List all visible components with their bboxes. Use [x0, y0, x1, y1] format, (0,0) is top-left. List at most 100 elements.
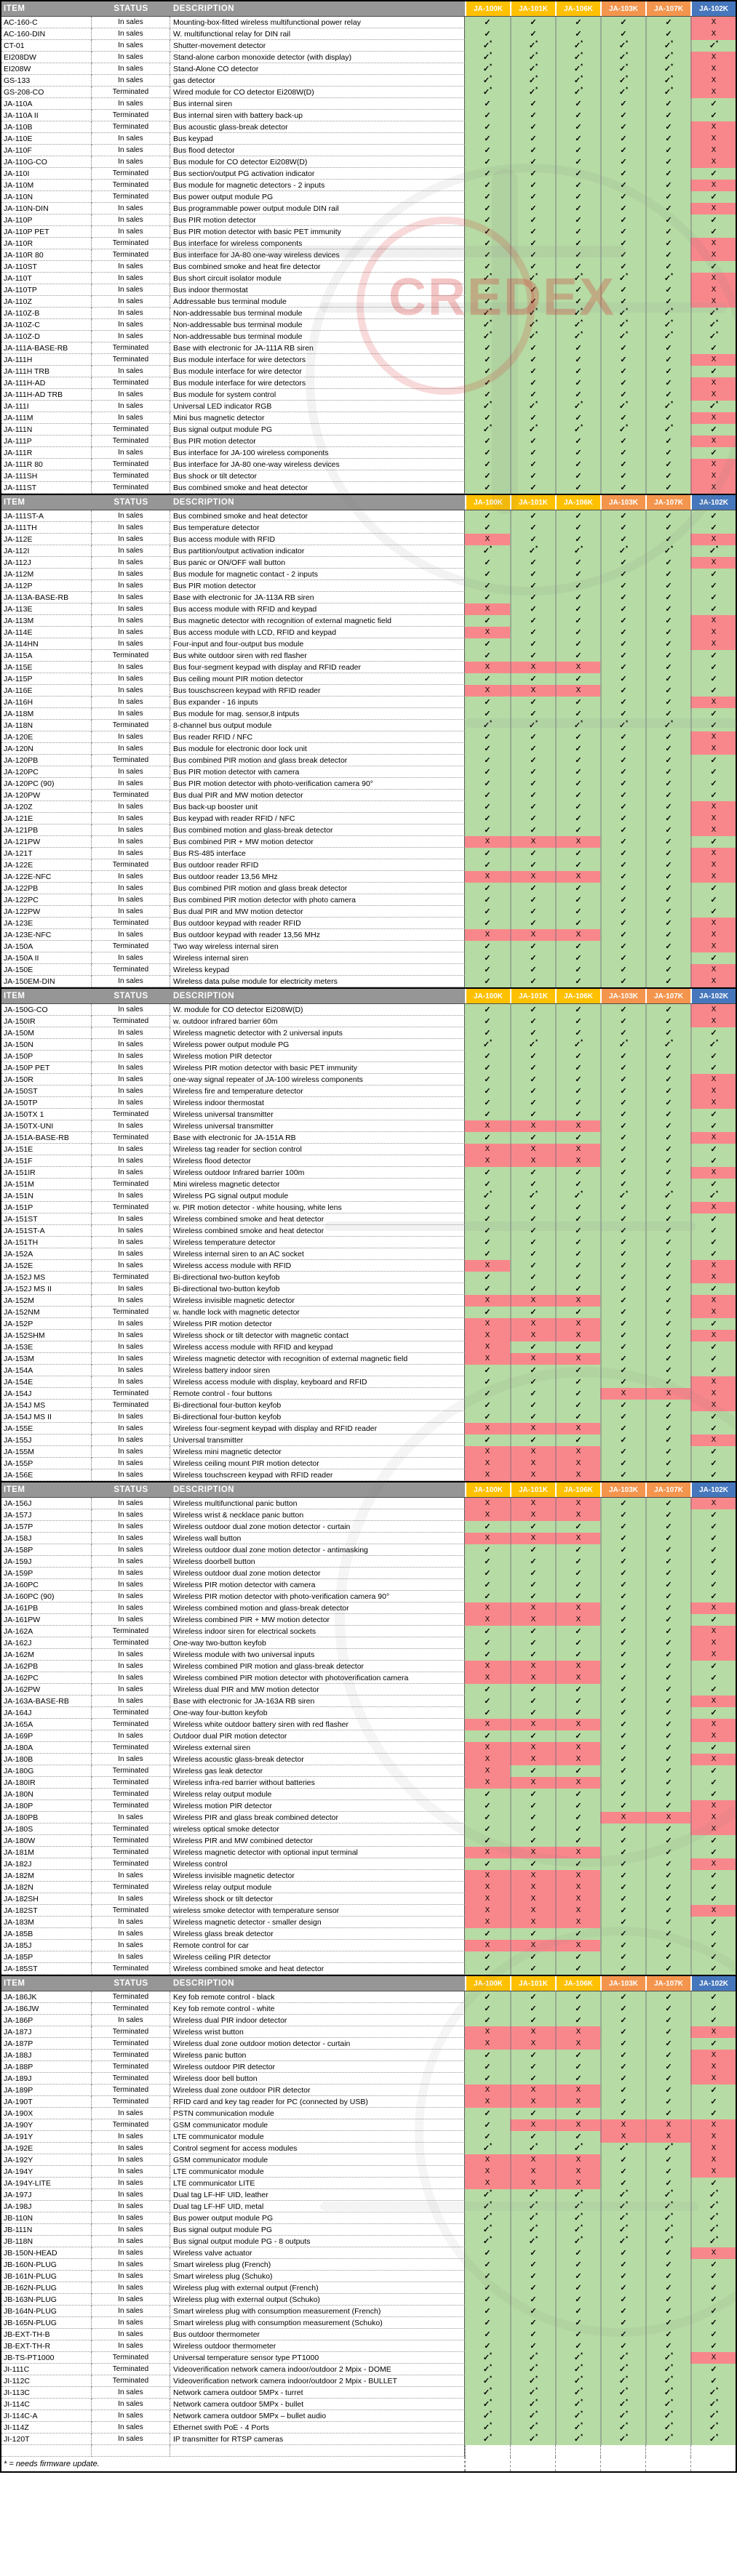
compat-cell: ✓ — [465, 2119, 510, 2131]
compat-cell: ✓ — [600, 2108, 645, 2119]
description-cell: Non-addressable bus terminal module — [170, 331, 465, 342]
status-cell: Terminated — [92, 110, 170, 121]
compat-cell: ✓ — [465, 1568, 510, 1579]
check-mark: ✓ — [665, 1179, 672, 1189]
compat-cell: ✓ — [690, 1411, 736, 1423]
compat-cell: ✓ — [600, 1051, 645, 1062]
status-cell: In sales — [92, 1556, 170, 1568]
compat-cell: ✓* — [510, 401, 555, 412]
check-mark: ✓ — [530, 627, 537, 637]
check-mark: ✓ — [665, 262, 672, 271]
table-row: JA-150P In sales Wireless motion PIR detec… — [1, 1051, 736, 1062]
x-mark: X — [485, 2156, 490, 2164]
x-mark: X — [530, 2156, 536, 2164]
compat-cell: ✓ — [465, 191, 510, 203]
compat-cell: ✓ — [645, 180, 690, 191]
check-mark: ✓ — [710, 2271, 717, 2281]
check-mark: ✓ — [575, 1307, 582, 1317]
kit-column-header: JA-100K — [465, 1482, 510, 1497]
compat-cell: X — [510, 2154, 555, 2166]
check-mark: ✓ — [665, 2295, 672, 2304]
status-cell: Terminated — [92, 354, 170, 366]
check-mark: ✓ — [575, 627, 582, 637]
compat-cell: ✓ — [645, 1167, 690, 1179]
compat-cell: ✓ — [555, 1835, 600, 1847]
x-mark: X — [530, 2167, 536, 2175]
check-mark: ✓ — [665, 1731, 672, 1741]
compat-cell: ✓ — [645, 459, 690, 470]
check-mark: ✓ — [665, 471, 672, 481]
status-cell: Terminated — [92, 1847, 170, 1858]
table-row: JA-151P Terminated w. PIR motion detector … — [1, 1202, 736, 1213]
item-cell: JA-190X — [1, 2108, 92, 2119]
compat-cell: ✓* — [555, 401, 600, 412]
compat-cell: X — [555, 1940, 600, 1951]
check-mark: ✓ — [665, 895, 672, 904]
status-cell: In sales — [92, 615, 170, 627]
table-row: JA-111TH In sales Bus temperature detector… — [1, 522, 736, 534]
check-mark: ✓ — [484, 976, 491, 986]
compat-cell: ✓* — [600, 2201, 645, 2212]
check-asterisk-mark: ✓* — [618, 319, 629, 329]
check-mark: ✓ — [530, 1801, 537, 1810]
item-cell: JA-156J — [1, 1498, 92, 1509]
status-cell: In sales — [92, 813, 170, 824]
compat-cell: ✓ — [600, 1521, 645, 1533]
status-cell: In sales — [92, 1696, 170, 1707]
compat-cell: ✓ — [600, 133, 645, 145]
check-mark: ✓ — [530, 709, 537, 718]
x-mark: X — [711, 803, 717, 811]
x-mark: X — [711, 65, 717, 73]
check-mark: ✓ — [620, 1098, 627, 1107]
compat-cell: ✓ — [510, 906, 555, 918]
check-mark: ✓ — [575, 1789, 582, 1799]
compat-cell: ✓* — [690, 319, 736, 331]
status-cell: In sales — [92, 731, 170, 743]
compat-cell: ✓ — [600, 1179, 645, 1190]
check-mark: ✓ — [710, 709, 717, 718]
check-mark: ✓ — [530, 1592, 537, 1601]
compat-cell: ✓ — [690, 447, 736, 459]
check-asterisk-mark: ✓* — [528, 2352, 538, 2362]
compat-cell: ✓ — [555, 976, 600, 987]
compat-cell: X — [555, 685, 600, 697]
table-row: JA-110Z-B In sales Non-addressable bus ter… — [1, 308, 736, 319]
compat-cell: ✓ — [645, 1544, 690, 1556]
compat-cell: ✓* — [600, 2399, 645, 2410]
check-mark: ✓ — [530, 2295, 537, 2304]
status-cell: In sales — [92, 871, 170, 883]
check-mark: ✓ — [575, 2062, 582, 2071]
compat-cell: ✓ — [645, 1835, 690, 1847]
compat-cell: X — [600, 1388, 645, 1400]
check-mark: ✓ — [620, 1086, 627, 1096]
compat-cell: ✓ — [645, 1027, 690, 1039]
compat-cell: ✓ — [645, 121, 690, 133]
description-cell: Bus combined smoke and heat fire detecto… — [170, 261, 465, 273]
compat-cell: ✓* — [510, 75, 555, 87]
status-cell: Terminated — [92, 121, 170, 133]
compat-cell: X — [690, 203, 736, 214]
compat-cell: ✓ — [555, 1260, 600, 1272]
compat-cell: ✓ — [465, 883, 510, 894]
check-mark: ✓ — [620, 483, 627, 492]
check-mark: ✓ — [665, 1580, 672, 1589]
x-mark: X — [485, 1534, 490, 1542]
x-mark: X — [575, 2028, 581, 2036]
check-mark: ✓ — [620, 883, 627, 893]
compat-cell: ✓ — [510, 2282, 555, 2294]
check-asterisk-mark: ✓* — [618, 40, 629, 50]
table-row: JA-188J Terminated Wireless panic button ✓ ✓… — [1, 2050, 736, 2061]
check-mark: ✓ — [530, 1400, 537, 1410]
check-mark: ✓ — [620, 1615, 627, 1624]
compat-cell: ✓* — [555, 2410, 600, 2422]
check-mark: ✓ — [575, 378, 582, 388]
item-cell: JA-115P — [1, 673, 92, 685]
compat-cell: ✓ — [510, 2131, 555, 2143]
compat-cell: X — [465, 836, 510, 848]
check-asterisk-mark: ✓* — [573, 1190, 583, 1200]
compat-cell: ✓ — [465, 1016, 510, 1027]
status-cell: In sales — [92, 2317, 170, 2329]
compat-cell: ✓ — [690, 650, 736, 662]
asterisk-icon: * — [581, 1039, 583, 1045]
compat-cell: X — [690, 180, 736, 191]
